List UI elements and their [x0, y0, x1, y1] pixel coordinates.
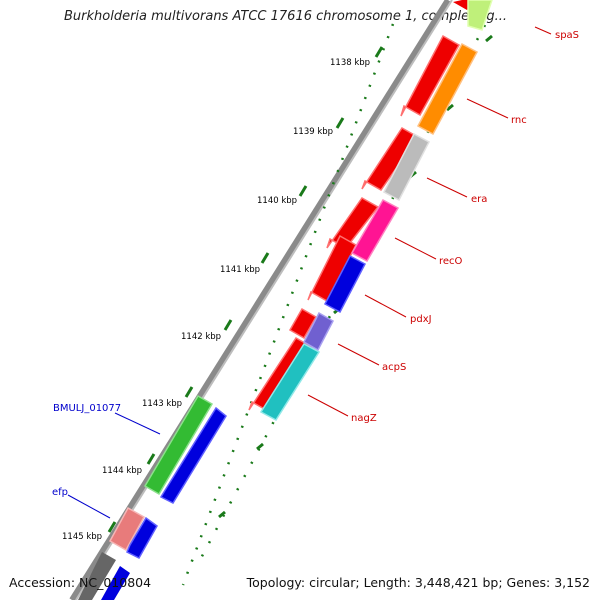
gene-feature[interactable]	[416, 42, 479, 136]
ruler-tick: 1139 kbp	[293, 117, 345, 137]
accession-label: Accession: NC_010804	[9, 575, 152, 590]
ruler-tick: 1143 kbp	[142, 386, 194, 409]
ruler-tick: 1145 kbp	[62, 521, 117, 542]
gene-label[interactable]: efp	[52, 487, 68, 498]
gene-feature[interactable]	[101, 566, 130, 600]
ruler-tick-label: 1141 kbp	[220, 265, 260, 275]
ruler-tick: 1141 kbp	[220, 252, 270, 275]
ruler-tick: 1142 kbp	[181, 319, 233, 342]
gene-feature[interactable]	[78, 552, 116, 600]
ruler-tick-label: 1140 kbp	[257, 196, 297, 206]
ruler-tick-label: 1144 kbp	[102, 466, 142, 476]
gene-label-group[interactable]: pdxJ	[364, 294, 432, 325]
ruler-tick: 1144 kbp	[102, 453, 156, 476]
gene-feature[interactable]	[288, 307, 318, 340]
ruler-tick: 1138 kbp	[330, 46, 384, 68]
gene-features-inner	[101, 0, 493, 600]
chromosome-backbone	[69, 0, 453, 600]
gene-labels: spaS rnc era recO pdxJ acpS nagZ BMULJ_	[52, 26, 579, 519]
gene-feature[interactable]	[323, 254, 367, 314]
gene-feature[interactable]	[382, 132, 431, 202]
gene-feature[interactable]	[159, 406, 227, 504]
gene-feature[interactable]	[143, 394, 214, 496]
gene-label[interactable]: recO	[439, 256, 463, 267]
gene-feature[interactable]	[126, 516, 158, 559]
gene-label-group[interactable]: era	[426, 177, 487, 205]
map-title: Burkholderia multivorans ATCC 17616 chro…	[64, 9, 507, 24]
gene-feature[interactable]	[303, 311, 334, 352]
ruler-tick-label: 1143 kbp	[142, 399, 182, 409]
gene-label[interactable]: spaS	[555, 30, 579, 41]
gene-label[interactable]: era	[471, 194, 487, 205]
gene-label-group[interactable]: recO	[394, 237, 463, 267]
gene-label-group[interactable]: efp	[52, 487, 111, 519]
outer-tick-ring	[181, 23, 395, 586]
ruler-tick-label: 1142 kbp	[181, 332, 221, 342]
ruler-tick-label: 1145 kbp	[62, 532, 102, 542]
gene-features	[78, 0, 476, 600]
gene-label-group[interactable]: acpS	[337, 343, 406, 373]
ruler-tick: 1140 kbp	[257, 185, 308, 206]
gene-label-group[interactable]: rnc	[466, 98, 527, 126]
gene-label[interactable]: rnc	[511, 115, 527, 126]
gene-feature[interactable]	[400, 34, 461, 117]
gene-label-group[interactable]: spaS	[534, 26, 579, 41]
gene-feature[interactable]	[108, 506, 146, 552]
gene-label-group[interactable]: nagZ	[307, 394, 377, 424]
gene-label[interactable]: BMULJ_01077	[53, 403, 121, 414]
gene-feature[interactable]	[350, 198, 400, 263]
gene-feature[interactable]	[307, 234, 357, 303]
ruler-tick-label: 1139 kbp	[293, 127, 333, 137]
topology-label: Topology: circular; Length: 3,448,421 bp…	[246, 575, 590, 590]
ruler: 1138 kbp 1139 kbp 1140 kbp 1141 kbp 1142…	[62, 46, 384, 542]
gene-feature[interactable]	[467, 0, 493, 31]
gene-label[interactable]: pdxJ	[410, 314, 432, 325]
ruler-tick-label: 1138 kbp	[330, 58, 370, 68]
gene-label-group[interactable]: BMULJ_01077	[53, 403, 161, 435]
gene-label[interactable]: nagZ	[351, 413, 377, 424]
gene-label[interactable]: acpS	[382, 362, 406, 373]
gene-feature[interactable]	[259, 343, 321, 421]
